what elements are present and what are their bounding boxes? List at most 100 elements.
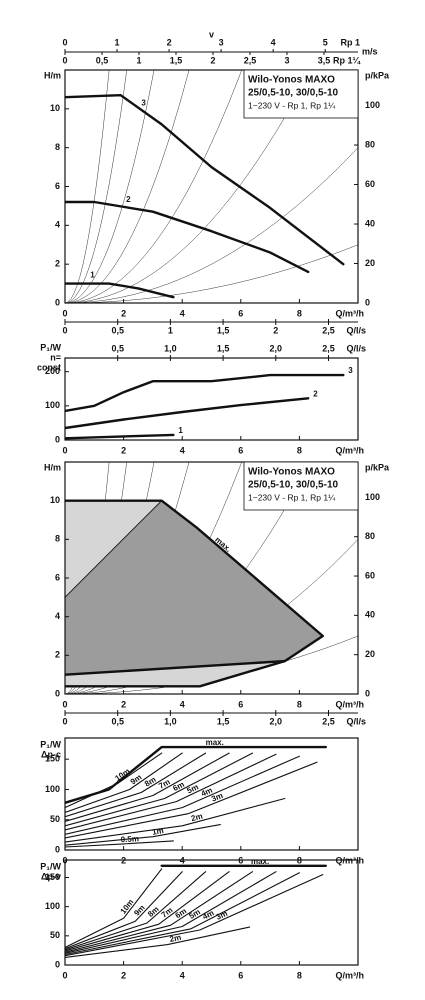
curve-label: 3m <box>210 791 224 804</box>
y-tick-label: 2 <box>55 259 60 269</box>
v-tick-label: 3,5 <box>318 55 331 65</box>
y-axis-label: n= <box>50 352 61 362</box>
curve <box>65 753 277 831</box>
v-tick-label: 5 <box>323 37 328 47</box>
plot-area <box>65 373 345 440</box>
y-tick-label: 4 <box>55 220 60 230</box>
x2-tick-label: 0 <box>62 325 67 335</box>
plot-area <box>65 864 327 958</box>
y-tick-label: 10 <box>50 495 60 505</box>
y-tick-label: 150 <box>45 872 60 882</box>
x2-tick-label: 0,5 <box>111 325 124 335</box>
curve-label: 1 <box>178 426 183 435</box>
curve-label: 2 <box>126 195 131 204</box>
curve <box>65 874 324 957</box>
curve-label: 2 <box>313 389 318 398</box>
y-tick-label: 10 <box>50 103 60 113</box>
y-tick-label: 2 <box>55 650 60 660</box>
x2-tick-label: 1,0 <box>164 716 177 726</box>
x2-axis-label: Q/l/s <box>346 325 366 335</box>
info-box <box>243 69 359 119</box>
x2-tick-label: 2,5 <box>322 343 335 353</box>
y-axis-label: H/m <box>44 70 61 80</box>
curve-label: 3 <box>141 99 146 108</box>
x2-tick-label: 0,5 <box>111 716 124 726</box>
y2-tick-label: 20 <box>365 258 375 268</box>
v-tick-label: 1 <box>115 37 120 47</box>
system-curve <box>65 70 155 303</box>
curve <box>65 745 327 804</box>
y-axis-label: Δp-c <box>41 749 61 759</box>
curve <box>65 868 163 949</box>
x-tick-label: 4 <box>180 308 185 318</box>
x2-axis-label: Q/l/s <box>346 343 366 353</box>
plot-frame <box>64 357 359 441</box>
curve-label: 2m <box>190 812 203 824</box>
y-tick-label: 4 <box>55 611 60 621</box>
info-line: 25/0,5-10, 30/0,5-10 <box>248 88 339 99</box>
y2-tick-label: 40 <box>365 218 375 228</box>
x-axis-label: Q/m³/h <box>336 699 365 709</box>
x2-tick-label: 0,5 <box>111 343 124 353</box>
y-tick-label: 6 <box>55 572 60 582</box>
x2-tick-label: 1,5 <box>217 325 230 335</box>
y2-tick-label: 60 <box>365 179 375 189</box>
y2-tick-label: 100 <box>365 100 380 110</box>
v-tick-label: 2 <box>167 37 172 47</box>
curve <box>65 373 345 413</box>
curve <box>65 752 230 823</box>
curve <box>65 433 175 440</box>
y-tick-label: 50 <box>50 814 60 824</box>
system-curve <box>65 70 190 303</box>
v-tick-label: 3 <box>219 37 224 47</box>
y-tick-label: 200 <box>45 366 60 376</box>
y2-tick-label: 0 <box>365 688 370 698</box>
plot-frame <box>64 859 359 966</box>
curve <box>65 871 277 954</box>
v-tick-label: 2 <box>210 55 215 65</box>
y2-tick-label: 100 <box>365 492 380 502</box>
curve-label: 2m <box>169 933 182 944</box>
curve <box>65 752 254 827</box>
y2-axis-label: p/kPa <box>365 462 390 472</box>
x2-tick-label: 2,5 <box>322 716 335 726</box>
x2-tick-label: 2,5 <box>322 325 335 335</box>
y-axis-label: P₁/W <box>40 861 61 871</box>
curve <box>65 797 286 843</box>
plot-frame <box>64 737 359 851</box>
curve <box>65 840 174 848</box>
v-tick-label: 0,5 <box>96 55 109 65</box>
x-tick-label: 0 <box>62 699 67 709</box>
y-tick-label: 8 <box>55 534 60 544</box>
v-tick-label: 0 <box>62 55 67 65</box>
x-axis-label: Q/m³/h <box>336 445 365 455</box>
y2-tick-label: 0 <box>365 297 370 307</box>
v-tick-label: 4 <box>271 37 276 47</box>
y-tick-label: 0 <box>55 688 60 698</box>
curve <box>65 872 300 956</box>
x-axis-label: Q/m³/h <box>336 308 365 318</box>
x-tick-label: 8 <box>297 445 302 455</box>
y-axis-label: P₁/W <box>40 739 61 749</box>
x-tick-label: 8 <box>297 699 302 709</box>
curve <box>65 659 286 688</box>
curve-label: 5m <box>186 782 200 795</box>
x-tick-label: 4 <box>180 970 185 980</box>
x-tick-label: 6 <box>238 970 243 980</box>
curve <box>65 755 300 835</box>
y-tick-label: 50 <box>50 930 60 940</box>
y-tick-label: 0 <box>55 959 60 969</box>
x-tick-label: 0 <box>62 445 67 455</box>
y2-tick-label: 80 <box>365 531 375 541</box>
x2-tick-label: 2,0 <box>270 343 283 353</box>
curve <box>65 282 175 299</box>
curve-label: 4m <box>200 786 214 799</box>
info-line: 1~230 V - Rp 1, Rp 1¼ <box>248 100 336 110</box>
curve <box>65 871 207 951</box>
curve-label: max. <box>206 738 224 747</box>
x-tick-label: 4 <box>180 699 185 709</box>
v-scale-name: Rp 1¼ <box>333 55 362 65</box>
y-tick-label: 150 <box>45 754 60 764</box>
x2-tick-label: 1,5 <box>217 343 230 353</box>
